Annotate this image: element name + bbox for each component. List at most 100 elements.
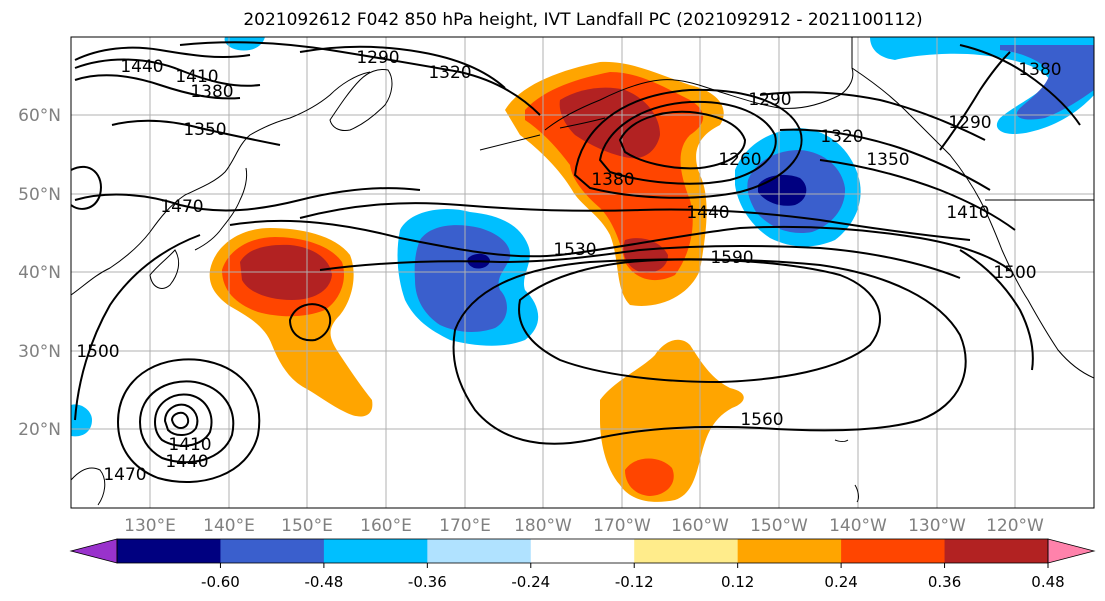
coastline-philippines [71,467,106,506]
graticule [71,37,1094,508]
contour-1290-north [299,45,506,89]
colorbar-tick-label: -0.36 [408,573,447,591]
map-frame [70,36,1095,509]
contour-label: 1290 [748,90,791,110]
lon-label: 170°E [439,516,491,536]
contour-west-low [71,165,102,210]
negative-anomaly-northwest [224,37,265,51]
lat-label: 20°N [18,420,61,440]
coastline-asia [71,71,371,296]
contour-label: 1350 [183,120,226,140]
contour-label: 1470 [103,465,146,485]
contour-alaska-low [618,110,747,170]
lat-label: 50°N [18,185,61,205]
colorbar-segment [530,539,635,563]
colorbar-segment [634,539,739,563]
height-contours [71,41,1081,483]
contour-label: 1380 [591,170,634,190]
colorbar-extend-max [1047,538,1096,564]
contour-1290-east [759,91,986,141]
colorbar-segments [117,539,1049,563]
lon-label: 160°E [360,516,412,536]
contour-label: 1380 [1018,60,1061,80]
ivt-shading [71,37,1094,502]
contour-label: 1530 [553,240,596,260]
contour-label: 1440 [686,203,729,223]
positive-anomaly-subtropics-core [625,458,674,496]
contour-typhoon-2 [163,403,199,436]
contour-label: 1470 [160,197,203,217]
colorbar-segment [944,539,1049,563]
contour-1440-mid [299,202,971,241]
negative-anomaly-northeast-core [1000,45,1094,120]
colorbar-tick-label: 0.48 [1031,573,1064,591]
contour-typhoon-1 [170,411,190,429]
contour-typhoon-3 [153,393,213,447]
contour-1560 [452,258,967,445]
colorbar-tick-label: 0.36 [928,573,961,591]
contour-label: 1500 [993,263,1036,283]
latitude-labels: 60°N 50°N 40°N 30°N 20°N [18,106,61,440]
colorbar-segment [220,539,325,563]
contour-label: 1290 [356,48,399,68]
contour-alaska-low-2 [598,100,777,185]
contour-label: 1320 [428,63,471,83]
lon-label: 130°W [908,516,966,536]
contour-1470-mid [229,219,1011,271]
lon-label: 180°W [514,516,572,536]
colorbar-segment [427,539,532,563]
contour-label: 1260 [718,150,761,170]
colorbar-ticks: -0.60 -0.48 -0.36 -0.24 -0.12 0.12 0.24 0.36 0.4… [201,563,1065,591]
negative-anomaly-east-min [758,174,807,206]
contour-1320-east [779,128,991,191]
lat-label: 30°N [18,342,61,362]
contour-1530 [319,244,961,279]
contour-350-east [819,159,1016,231]
positive-anomaly-alaska-max2 [623,238,668,273]
contour-label: 1560 [740,410,783,430]
colorbar-tick-label: -0.12 [615,573,654,591]
contour-1290-ne [939,51,1011,151]
lat-label: 40°N [18,263,61,283]
map-panel: 1440 1410 1380 1290 1320 1350 1470 1290 … [71,37,1094,508]
contour-1380-west [74,74,241,100]
contour-label: 1440 [120,57,163,77]
lon-label: 150°W [750,516,808,536]
coastline-japan [194,167,248,251]
contour-1440-west [74,46,251,61]
contour-1500-west [74,234,201,421]
colorbar-tick-label: -0.60 [201,573,240,591]
map-title: 2021092612 F042 850 hPa height, IVT Land… [243,10,922,30]
colorbar: -0.60 -0.48 -0.36 -0.24 -0.12 0.12 0.24 0.36 0.4… [69,538,1096,591]
contour-1410-west [74,58,261,87]
colorbar-frame [116,538,1049,564]
lon-label: 140°E [203,516,255,536]
coastline-aleutians [479,117,606,151]
contour-label: 1410 [175,67,218,87]
contour-japan-low [288,303,332,342]
lon-label: 130°E [124,516,176,536]
contour-1320-north [179,41,541,116]
contour-label: 1410 [946,203,989,223]
lon-label: 150°E [281,516,333,536]
lon-label: 160°W [671,516,729,536]
contour-label: 1440 [165,452,208,472]
colorbar-segment [323,539,428,563]
contour-label: 1380 [190,82,233,102]
contour-typhoon-4 [138,380,235,464]
contour-label: 1350 [866,150,909,170]
contour-1350-west [111,119,281,146]
contour-label: 1500 [76,342,119,362]
longitude-labels: 130°E 140°E 150°E 160°E 170°E 180°W 170°… [124,516,1044,536]
contour-1500-east [959,249,1034,371]
colorbar-tick-label: -0.24 [511,573,550,591]
contour-labels: 1440 1410 1380 1290 1320 1350 1470 1290 … [76,48,1061,485]
positive-anomaly-alaska-max [559,87,660,159]
colorbar-segment [117,539,221,563]
colorbar-tick-label: 0.24 [824,573,857,591]
lat-label: 60°N [18,106,61,126]
colorbar-segment [841,539,946,563]
coastline-hawaii [834,439,859,503]
colorbar-segment [737,539,842,563]
